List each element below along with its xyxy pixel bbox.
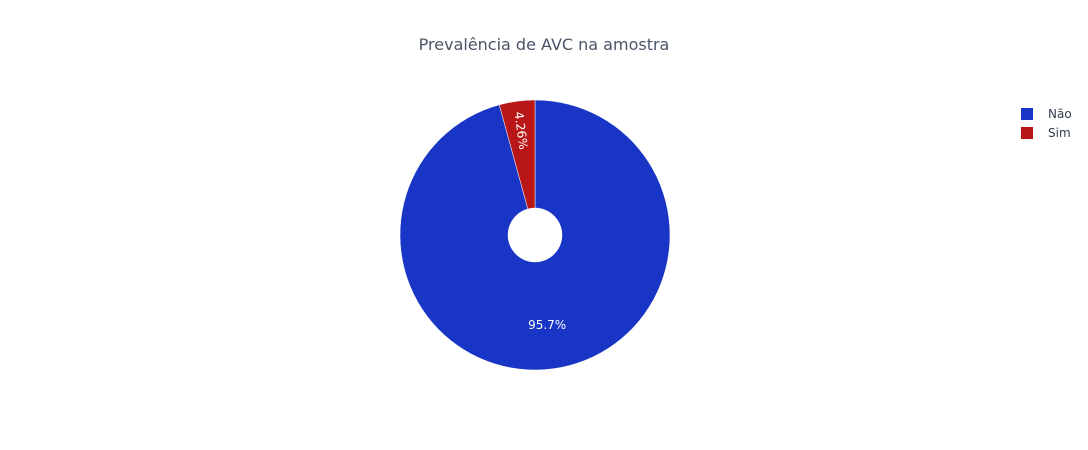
legend-item-nao[interactable]: Não [1021,107,1072,121]
pie-slice-labels: 95.7% 4.26% [511,111,566,332]
legend-swatch [1021,108,1033,120]
legend-label: Não [1048,107,1072,121]
pie-slice-label: 95.7% [528,318,566,332]
legend-label: Sim [1048,126,1071,140]
legend[interactable]: Não Sim [1021,107,1072,140]
pie-slice-label: 4.26% [511,111,530,151]
legend-item-sim[interactable]: Sim [1021,126,1071,140]
pie-slice-nao[interactable] [399,99,671,371]
legend-swatch [1021,127,1033,139]
pie-slice-sim[interactable] [498,99,536,210]
pie-slices [399,99,671,371]
chart-title: Prevalência de AVC na amostra [419,35,670,54]
